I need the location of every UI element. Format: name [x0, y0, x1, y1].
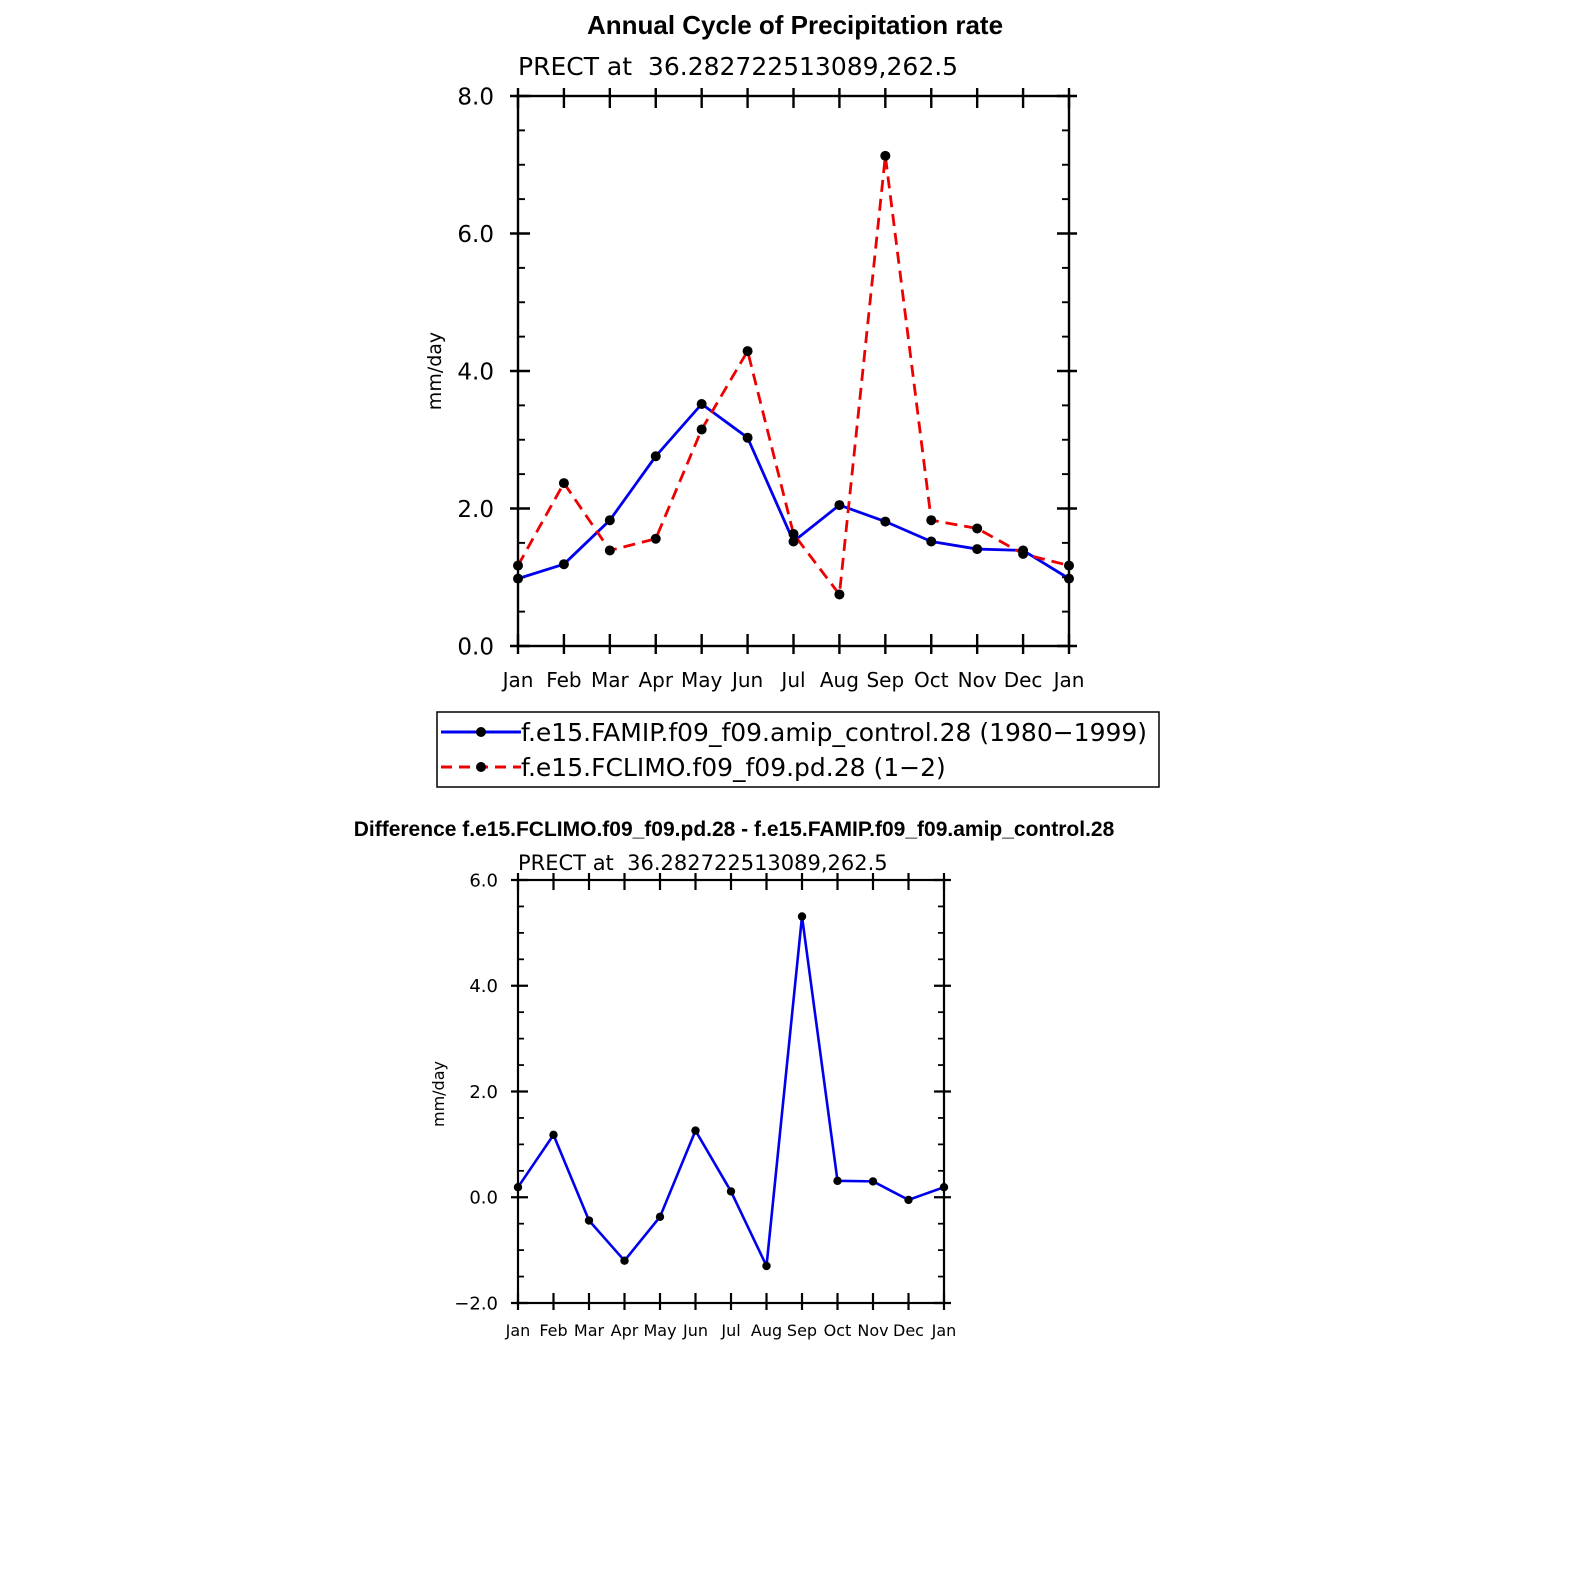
x-tick-label: May — [681, 668, 723, 692]
x-tick-label: Mar — [591, 668, 630, 692]
data-point-series-1 — [834, 500, 845, 511]
chart2-subtitle: PRECT at 36.282722513089,262.5 — [518, 851, 888, 875]
legend-marker-series-1 — [476, 727, 486, 737]
x-tick-label: Dec — [1004, 668, 1043, 692]
x-tick-label: Jun — [682, 1321, 708, 1340]
data-point-series-2 — [1064, 560, 1074, 571]
data-point-series-2 — [1018, 548, 1029, 559]
data-point-series-1 — [726, 1187, 736, 1196]
legend-label-series-2: f.e15.FCLIMO.f09_f09.pd.28 (1−2) — [521, 753, 946, 782]
plot-frame — [516, 878, 946, 1305]
x-tick-label: Aug — [820, 668, 859, 692]
y-tick-label: 2.0 — [457, 497, 494, 523]
data-point-series-1 — [691, 1126, 700, 1135]
data-point-series-1 — [604, 515, 615, 526]
data-point-series-1 — [833, 1176, 842, 1186]
x-tick-label: Jan — [505, 1321, 531, 1340]
data-point-series-1 — [926, 536, 937, 547]
data-point-series-2 — [696, 424, 707, 435]
x-tick-label: Sep — [787, 1321, 817, 1340]
y-tick-label: −2.0 — [454, 1293, 498, 1314]
data-point-series-1 — [549, 1130, 558, 1140]
x-tick-label: Mar — [574, 1321, 605, 1340]
y-tick-label: 8.0 — [457, 84, 494, 110]
legend-label-series-1: f.e15.FAMIP.f09_f09.amip_control.28 (198… — [521, 718, 1147, 747]
data-point-series-2 — [972, 523, 983, 534]
x-tick-label: Feb — [539, 1321, 567, 1340]
series-line-1 — [516, 915, 945, 1268]
data-point-series-1 — [584, 1216, 594, 1225]
plot-frame — [516, 94, 1071, 648]
data-point-series-2 — [742, 346, 753, 357]
x-tick-label: Jan — [1052, 668, 1085, 692]
x-tick-label: May — [643, 1321, 676, 1340]
data-point-series-1 — [513, 1183, 523, 1192]
x-tick-label: Apr — [638, 668, 673, 692]
data-point-series-2 — [834, 589, 845, 600]
x-tick-label: Oct — [914, 668, 949, 692]
data-point-series-2 — [788, 528, 799, 539]
chart1-title: Annual Cycle of Precipitation rate — [587, 10, 1003, 40]
y-tick-label: 0.0 — [469, 1188, 498, 1209]
x-tick-label: Oct — [824, 1321, 852, 1340]
data-point-series-2 — [926, 515, 937, 526]
x-tick-label: Jul — [779, 668, 805, 692]
x-tick-label: Aug — [751, 1321, 782, 1340]
x-tick-label: Apr — [611, 1321, 639, 1340]
data-point-series-2 — [650, 533, 661, 544]
data-point-series-1 — [904, 1195, 913, 1205]
y-tick-label: 4.0 — [469, 976, 498, 997]
x-tick-label: Jun — [730, 668, 763, 692]
y-tick-label: 0.0 — [457, 634, 494, 660]
x-tick-label: Sep — [866, 668, 904, 692]
data-point-series-1 — [742, 432, 753, 443]
data-point-series-1 — [880, 516, 891, 527]
data-point-series-1 — [655, 1212, 665, 1222]
series-line-1 — [517, 402, 1070, 580]
chart2-y-axis-label: mm/day — [429, 1061, 448, 1127]
data-point-series-2 — [604, 545, 615, 556]
difference-chart: Difference f.e15.FCLIMO.f09_f09.pd.28 - … — [354, 818, 1115, 1340]
x-tick-label: Jul — [720, 1321, 740, 1340]
x-tick-label: Feb — [546, 668, 581, 692]
legend-box — [436, 711, 1160, 788]
data-point-series-1 — [797, 912, 807, 921]
y-tick-label: 4.0 — [457, 359, 494, 385]
y-tick-label: 2.0 — [469, 1082, 498, 1103]
chart2-title: Difference f.e15.FCLIMO.f09_f09.pd.28 - … — [354, 818, 1115, 841]
chart1-y-axis-label: mm/day — [424, 332, 446, 410]
legend-marker-series-2 — [476, 762, 486, 772]
data-point-series-1 — [696, 399, 707, 409]
data-point-series-2 — [513, 560, 523, 571]
x-tick-label: Jan — [501, 668, 534, 692]
y-tick-label: 6.0 — [469, 870, 498, 891]
chart1-legend: f.e15.FAMIP.f09_f09.amip_control.28 (198… — [436, 711, 1160, 788]
data-point-series-2 — [880, 150, 891, 161]
x-tick-label: Nov — [857, 1321, 888, 1340]
data-point-series-1 — [620, 1256, 629, 1265]
data-point-series-2 — [558, 478, 569, 489]
data-point-series-1 — [513, 573, 523, 584]
x-tick-label: Dec — [893, 1321, 924, 1340]
y-tick-label: 6.0 — [457, 222, 494, 248]
data-point-series-1 — [939, 1183, 949, 1192]
data-point-series-1 — [650, 451, 661, 462]
data-point-series-1 — [1064, 573, 1074, 584]
data-point-series-1 — [558, 559, 569, 570]
chart1-subtitle: PRECT at 36.282722513089,262.5 — [518, 52, 958, 81]
data-point-series-1 — [972, 544, 983, 555]
x-tick-label: Jan — [931, 1321, 957, 1340]
data-point-series-1 — [788, 536, 799, 547]
data-point-series-1 — [762, 1261, 771, 1271]
annual-cycle-chart: Annual Cycle of Precipitation rate PRECT… — [424, 10, 1160, 788]
data-point-series-1 — [868, 1177, 878, 1186]
x-tick-label: Nov — [958, 668, 997, 692]
